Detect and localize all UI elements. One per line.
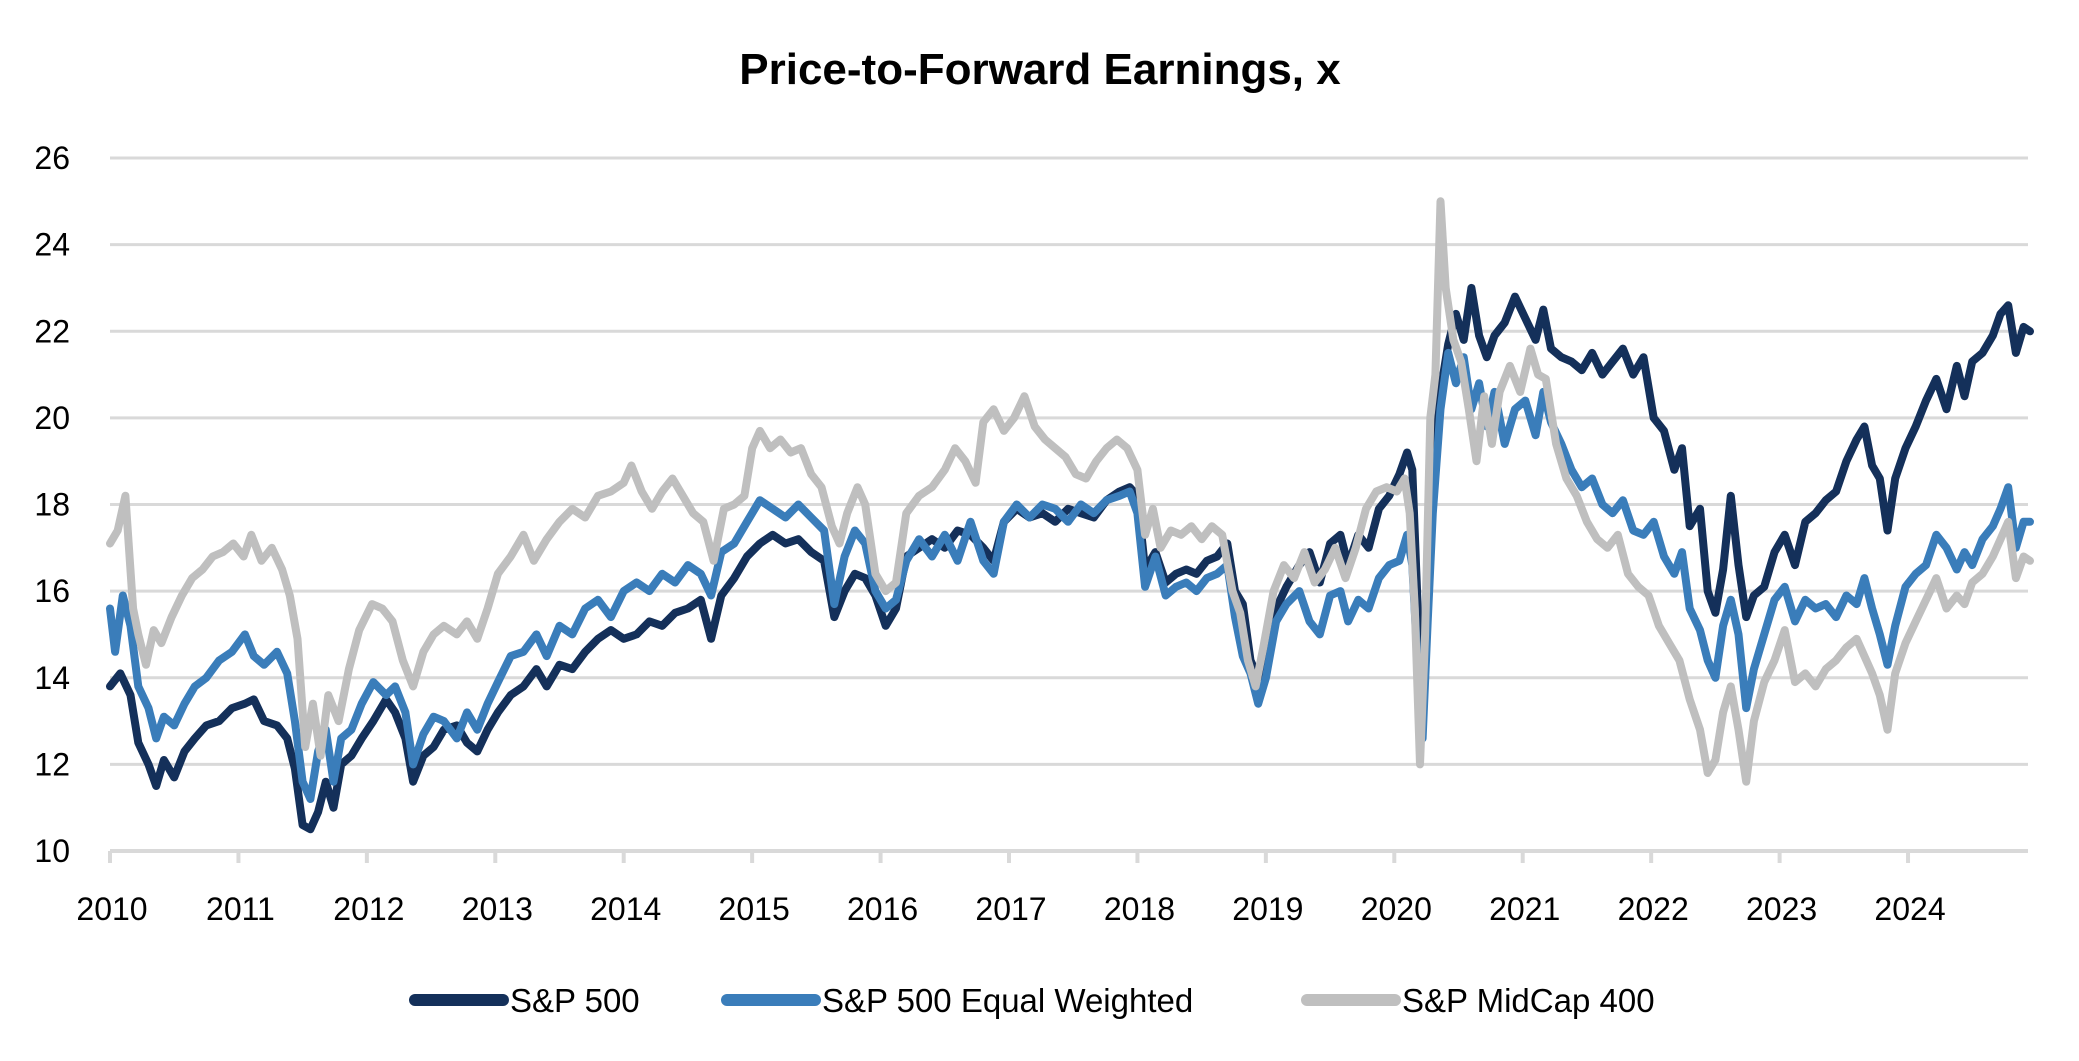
y-tick-label: 22: [34, 313, 70, 349]
x-tick-label: 2022: [1618, 891, 1689, 927]
y-tick-label: 12: [34, 746, 70, 782]
x-tick-label: 2021: [1489, 891, 1560, 927]
x-tick-label: 2024: [1874, 891, 1945, 927]
x-tick-label: 2018: [1104, 891, 1175, 927]
x-tick-label: 2014: [590, 891, 661, 927]
legend: S&P 500 S&P 500 Equal Weighted S&P MidCap …: [409, 982, 1655, 1019]
chart-title: Price-to-Forward Earnings, x: [739, 45, 1341, 94]
y-tick-label: 14: [34, 660, 70, 696]
series-line-sp-midcap-400: [106, 197, 2034, 786]
y-axis-tick-labels: 10 12 14 16 18 20 22 24 26: [34, 140, 70, 869]
legend-label: S&P 500: [510, 982, 640, 1019]
x-tick-label: 2020: [1361, 891, 1432, 927]
legend-label: S&P 500 Equal Weighted: [822, 982, 1193, 1019]
x-tick-label: 2015: [719, 891, 790, 927]
y-tick-label: 10: [34, 833, 70, 869]
x-tick-label: 2017: [975, 891, 1046, 927]
x-tick-label: 2023: [1746, 891, 1817, 927]
legend-item: S&P MidCap 400: [1301, 982, 1655, 1019]
x-tick-label: 2010: [76, 891, 147, 927]
series-line-sp-500: [106, 283, 2034, 834]
legend-item: S&P 500: [409, 982, 640, 1019]
legend-item: S&P 500 Equal Weighted: [721, 982, 1193, 1019]
x-axis: 2010 2011 2012 2013 2014 2015 2016 2017 2018 2019…: [76, 849, 2028, 927]
series-line-sp-500-equal-weighted: [106, 348, 2034, 803]
y-tick-label: 24: [34, 227, 70, 263]
x-tick-label: 2013: [462, 891, 533, 927]
y-tick-label: 18: [34, 487, 70, 523]
y-tick-label: 26: [34, 140, 70, 176]
legend-label: S&P MidCap 400: [1402, 982, 1655, 1019]
x-tick-label: 2016: [847, 891, 918, 927]
y-tick-label: 20: [34, 400, 70, 436]
x-tick-label: 2012: [333, 891, 404, 927]
gridlines: [110, 156, 2028, 766]
y-tick-label: 16: [34, 573, 70, 609]
x-tick-label: 2011: [206, 891, 275, 927]
x-tick-label: 2019: [1232, 891, 1303, 927]
series-lines: [106, 197, 2034, 834]
